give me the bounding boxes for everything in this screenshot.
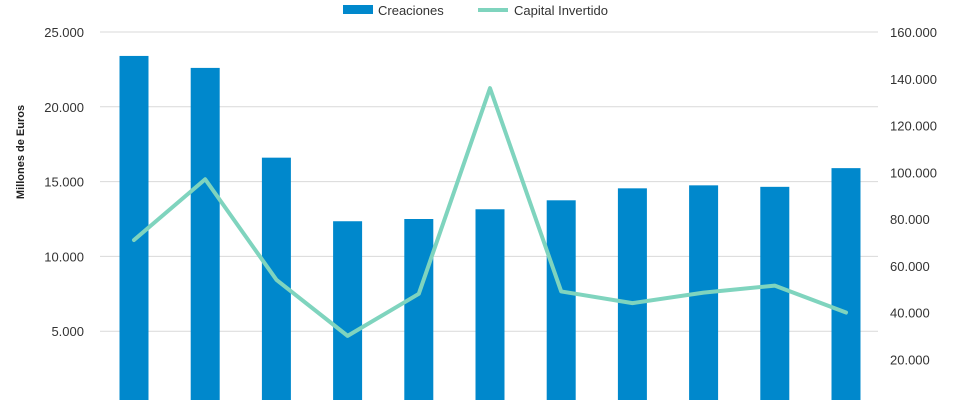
right-tick-label: 120.000 xyxy=(890,119,937,134)
bar xyxy=(475,209,505,400)
bar xyxy=(333,221,363,400)
bar xyxy=(831,168,861,400)
bar xyxy=(119,55,149,400)
left-tick-label: 15.000 xyxy=(44,175,84,190)
left-axis-ticks: 5.000 10.000 15.000 20.000 25.000 xyxy=(44,25,84,339)
gridlines xyxy=(100,31,878,332)
right-axis-ticks: 20.000 40.000 60.000 80.000 100.000 120.000 14… xyxy=(890,25,937,367)
right-tick-label: 60.000 xyxy=(890,259,930,274)
left-tick-label: 25.000 xyxy=(44,25,84,40)
left-tick-label: 20.000 xyxy=(44,100,84,115)
left-tick-label: 5.000 xyxy=(51,324,84,339)
legend-label-creaciones: Creaciones xyxy=(378,3,444,18)
y-axis-label: Millones de Euros xyxy=(15,105,27,199)
right-tick-label: 80.000 xyxy=(890,212,930,227)
bar xyxy=(190,67,220,400)
line-series-capital-invertido xyxy=(132,86,848,338)
bar-series-creaciones xyxy=(119,55,861,400)
bar xyxy=(760,186,790,400)
left-tick-label: 10.000 xyxy=(44,249,84,264)
right-tick-label: 20.000 xyxy=(890,352,930,367)
legend-swatch-creaciones xyxy=(343,5,373,14)
right-tick-label: 40.000 xyxy=(890,306,930,321)
right-tick-label: 160.000 xyxy=(890,25,937,40)
bar xyxy=(617,188,647,400)
right-tick-label: 140.000 xyxy=(890,72,937,87)
bar xyxy=(404,219,434,400)
bar xyxy=(546,200,576,400)
legend: Creaciones Capital Invertido xyxy=(343,3,608,18)
right-tick-label: 100.000 xyxy=(890,165,937,180)
legend-label-capital-invertido: Capital Invertido xyxy=(514,3,608,18)
